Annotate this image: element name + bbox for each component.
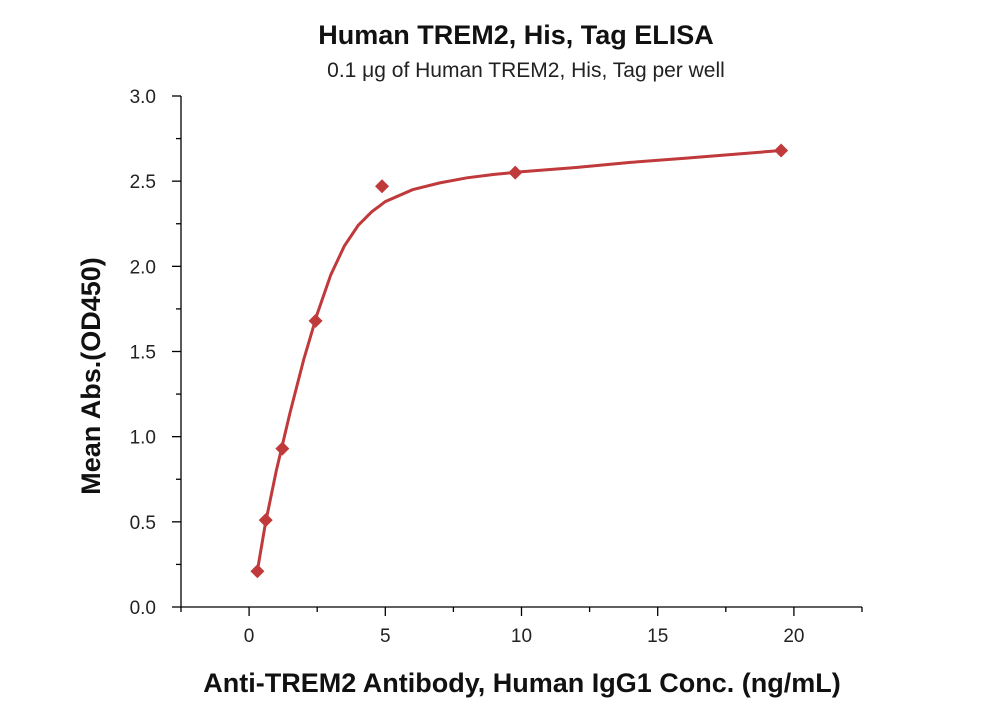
data-point bbox=[308, 313, 323, 328]
data-point bbox=[774, 143, 789, 158]
data-point bbox=[508, 165, 523, 180]
y-tick-label: 3.0 bbox=[130, 87, 156, 108]
x-ticks: 0 5 10 15 20 bbox=[180, 607, 863, 647]
y-ticks: 0.0 0.5 1.0 1.5 2.0 2.5 3.0 bbox=[130, 87, 181, 619]
x-tick-label: 5 bbox=[380, 626, 391, 647]
x-tick-label: 20 bbox=[783, 626, 804, 647]
chart-subtitle: 0.1 μg of Human TREM2, His, Tag per well bbox=[327, 59, 725, 82]
y-tick-label: 2.0 bbox=[130, 257, 156, 278]
y-tick-label: 0.0 bbox=[130, 598, 156, 619]
y-tick-label: 1.5 bbox=[130, 343, 156, 364]
y-tick-label: 2.5 bbox=[130, 172, 156, 193]
chart-title: Human TREM2, His, Tag ELISA bbox=[318, 20, 714, 50]
x-tick-label: 0 bbox=[244, 626, 255, 647]
data-point bbox=[275, 441, 290, 456]
data-point bbox=[258, 513, 273, 528]
x-axis-label: Anti-TREM2 Antibody, Human IgG1 Conc. (n… bbox=[203, 668, 840, 698]
y-tick-label: 0.5 bbox=[130, 513, 156, 534]
y-axis-label: Mean Abs.(OD450) bbox=[76, 257, 106, 495]
y-tick-label: 1.0 bbox=[130, 428, 156, 449]
fit-curve bbox=[255, 149, 782, 572]
x-tick-label: 15 bbox=[647, 626, 668, 647]
x-tick-label: 10 bbox=[511, 626, 532, 647]
data-points bbox=[250, 143, 789, 579]
data-point bbox=[250, 564, 265, 579]
data-point bbox=[375, 179, 390, 194]
